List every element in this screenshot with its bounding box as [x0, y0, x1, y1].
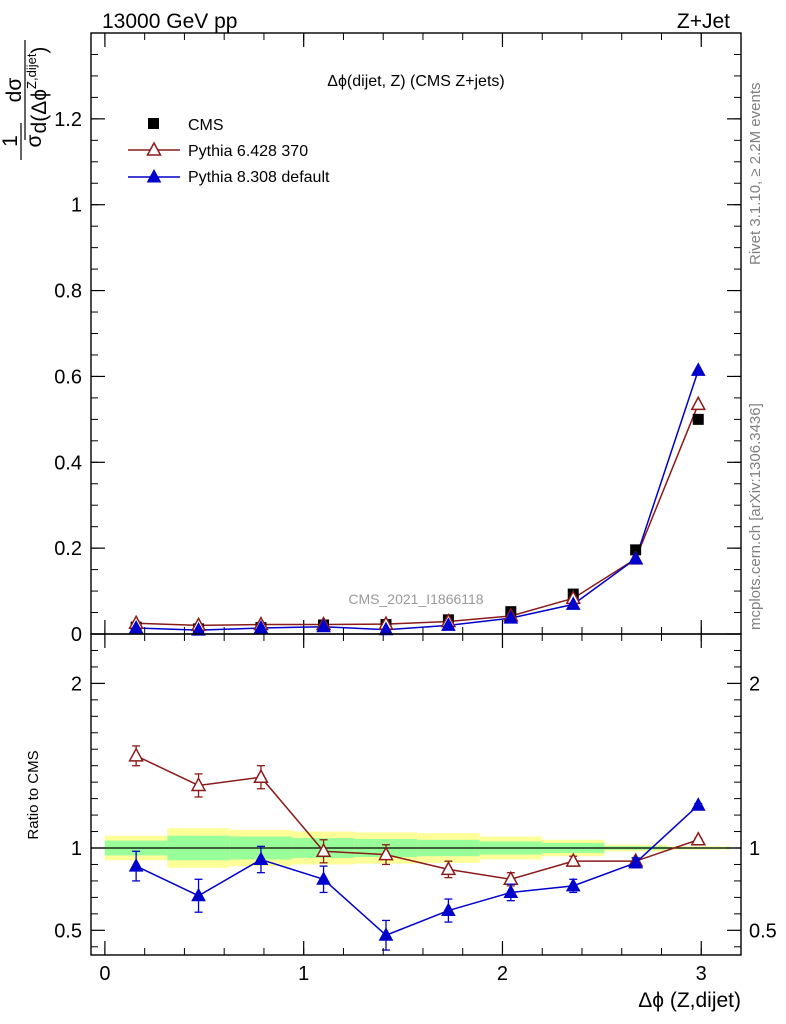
legend: CMS Pythia 6.428 370 Pythia 8.308 defaul… — [128, 117, 330, 186]
legend-item-pythia8: Pythia 8.308 default — [128, 168, 330, 186]
legend-marker-cms — [148, 118, 159, 129]
analysis-id-watermark: CMS_2021_I1866118 — [348, 591, 483, 607]
legend-marker-pythia8 — [146, 168, 162, 183]
ylabel-inner-den-prefix: d(Δϕ — [28, 89, 51, 133]
ratio-point-pythia8 — [191, 887, 206, 902]
main-point-pythia8 — [316, 618, 331, 633]
header-right: Z+Jet — [677, 10, 730, 33]
x-tick-label: 3 — [696, 963, 707, 985]
main-axis-ticks — [91, 32, 742, 635]
ratio-series-line — [135, 755, 699, 881]
legend-label-cms: CMS — [188, 117, 224, 134]
ratio-point-pythia8 — [565, 877, 581, 892]
main-y-tick-label: 0.8 — [54, 281, 82, 303]
ratio-y-tick-label-right: 1 — [749, 838, 760, 860]
main-y-axis-label: 1 σ dσ d(ΔϕZ,dijet) — [0, 40, 51, 160]
main-point-pythia8 — [128, 619, 144, 634]
main-point-pythia8 — [690, 362, 706, 376]
ratio-point-pythia6 — [190, 776, 207, 792]
main-y-tick-label: 0 — [71, 624, 82, 646]
ratio-y-axis-label: Ratio to CMS — [25, 750, 42, 839]
x-tick-label: 0 — [99, 963, 110, 985]
main-point-cms — [692, 413, 704, 425]
ratio-y-tick-label: 2 — [71, 673, 82, 695]
rivet-label: Rivet 3.1.10, ≥ 2.2M events — [747, 83, 764, 266]
header-left: 13000 GeV pp — [102, 10, 237, 33]
ratio-point-pythia6 — [440, 860, 457, 876]
ratio-point-pythia6 — [378, 846, 394, 861]
ratio-y-tick-label: 0.5 — [54, 920, 82, 942]
main-y-tick-label: 0.4 — [54, 452, 82, 474]
ylabel-inner-den-sup: Z,dijet — [24, 53, 39, 89]
ratio-point-pythia8 — [378, 927, 394, 941]
ratio-point-pythia6 — [128, 747, 144, 762]
legend-item-pythia6: Pythia 6.428 370 — [128, 141, 308, 160]
main-series-line — [136, 404, 699, 627]
ratio-series-line — [135, 804, 699, 937]
main-y-tick-label: 1.2 — [54, 109, 82, 131]
mcplots-label: mcplots.cern.ch [arXiv:1306.3436] — [747, 403, 764, 630]
ylabel-inner-den: d(ΔϕZ,dijet) — [24, 47, 51, 134]
ratio-y-tick-label-right: 2 — [749, 673, 760, 695]
main-point-cms — [630, 544, 642, 556]
x-tick-label: 1 — [298, 963, 309, 985]
main-point-pythia8 — [503, 610, 519, 624]
main-chart-title: Δϕ(dijet, Z) (CMS Z+jets) — [327, 73, 504, 90]
ratio-point-pythia6 — [690, 831, 707, 846]
ratio-point-pythia8 — [128, 858, 144, 872]
main-point-pythia8 — [378, 621, 394, 636]
main-panel: 0 0.2 0.4 0.6 0.8 1 1.2 1 σ dσ d(ΔϕZ,dijet) Δϕ… — [0, 32, 742, 646]
main-point-pythia8 — [565, 596, 581, 610]
ratio-y-tick-label-right: 0.5 — [749, 920, 777, 942]
x-tick-labels: 0 1 2 3 — [99, 963, 706, 985]
ratio-point-pythia6 — [565, 852, 581, 867]
ratio-plot-frame — [90, 633, 742, 956]
main-point-pythia8 — [191, 622, 206, 636]
ylabel-inner-den-suffix: ) — [28, 47, 51, 54]
ratio-point-pythia8 — [503, 884, 519, 898]
ratio-point-pythia6 — [315, 842, 332, 858]
x-axis-label: Δϕ (Z,dijet) — [638, 989, 741, 1012]
ratio-point-pythia8 — [628, 854, 643, 869]
ratio-point-pythia8 — [316, 871, 331, 885]
main-point-pythia6 — [690, 395, 707, 411]
main-series-line — [136, 370, 699, 631]
ratio-axis-ticks — [91, 634, 742, 955]
legend-item-cms: CMS — [148, 117, 224, 134]
main-y-tick-label: 0.6 — [54, 366, 82, 388]
ylabel-frac-num: 1 — [0, 135, 22, 147]
ratio-panel: 0.5 0.5 1 1 2 2 0 1 2 3 Ratio to CMS Δϕ (Z,dijet… — [25, 633, 777, 1012]
main-point-pythia8 — [441, 617, 456, 631]
ratio-point-pythia6 — [253, 768, 269, 783]
legend-marker-pythia6 — [146, 141, 162, 156]
ratio-point-pythia8 — [690, 797, 706, 811]
main-y-tick-labels: 0 0.2 0.4 0.6 0.8 1 1.2 — [54, 109, 82, 646]
ratio-series-group — [128, 745, 707, 951]
main-point-pythia8 — [253, 619, 269, 634]
ylabel-inner-num: dσ — [3, 78, 26, 103]
ratio-y-tick-labels: 0.5 0.5 1 1 2 2 — [54, 673, 777, 942]
ylabel-frac-den: σ — [23, 134, 46, 147]
legend-label-pythia8: Pythia 8.308 default — [188, 169, 330, 186]
main-point-pythia8 — [628, 550, 643, 565]
legend-label-pythia6: Pythia 6.428 370 — [188, 143, 308, 160]
ratio-point-pythia8 — [253, 851, 269, 866]
ratio-point-pythia8 — [441, 902, 456, 917]
ratio-y-tick-label: 1 — [71, 838, 82, 860]
main-y-tick-label: 1 — [71, 195, 82, 217]
main-series-group — [128, 362, 707, 636]
main-y-tick-label: 0.2 — [54, 538, 82, 560]
x-tick-label: 2 — [497, 963, 508, 985]
